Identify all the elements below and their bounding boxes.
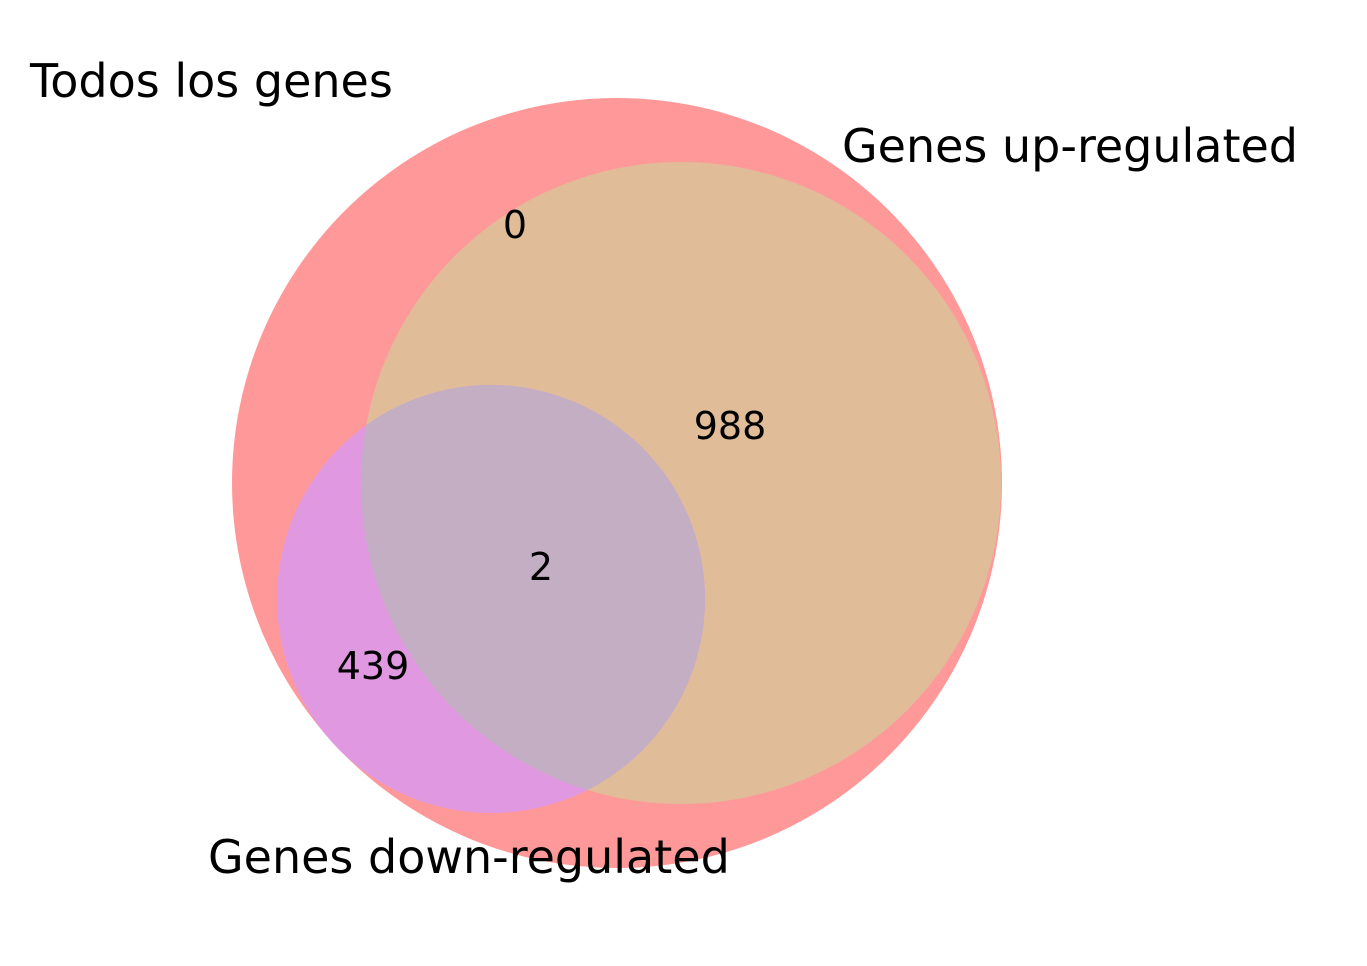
region-count-all-down: 439 [337,644,410,688]
region-count-all-only: 0 [503,203,527,247]
set-label-all: Todos los genes [29,54,393,108]
region-count-all-up-down: 2 [529,545,553,589]
region-count-all-up: 988 [694,404,767,448]
set-label-up: Genes up-regulated [842,119,1298,173]
set-label-down: Genes down-regulated [208,830,730,884]
